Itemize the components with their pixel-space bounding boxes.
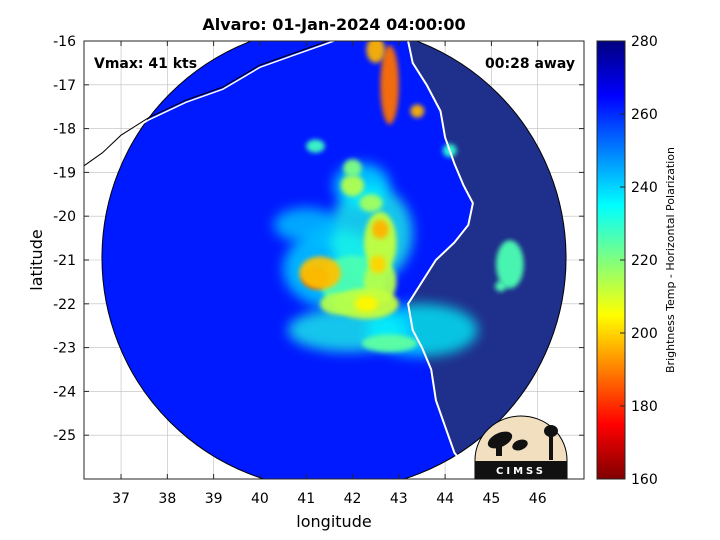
x-tick-label: 39 [205,491,223,507]
cimss-logo: CIMSS [474,415,568,480]
colorbar: 280 260 240 220 200 180 160 Brightness Temp - … [596,34,677,488]
x-tick-label: 40 [251,491,269,507]
logo-banner [475,461,567,479]
y-axis-label: latitude [27,229,46,290]
y-tick-label: -17 [53,78,76,94]
axis-ticks: 37 38 39 40 41 42 43 44 45 46 -16 -17 -18 -19 -20 -21 -2… [53,34,584,507]
y-tick-label: -20 [53,209,76,225]
rainband-blob [380,45,399,125]
coastline-north [84,41,335,169]
x-tick-label: 41 [297,491,315,507]
rainband-blob [359,194,383,212]
coastline-outline [84,41,330,167]
rainband-blob [410,104,425,118]
x-tick-label: 43 [390,491,408,507]
logo-dish-icon [487,431,513,449]
rainband-blob [496,240,524,289]
coastline [407,41,488,479]
colorbar-ticks: 280 260 240 220 200 180 160 [620,34,658,488]
y-tick-label: -21 [53,253,76,269]
swath-edge [101,41,567,479]
rainband-blob [320,292,358,315]
rainband-blob [340,174,365,197]
rainbands [273,41,524,357]
y-tick-label: -22 [53,297,76,313]
colorbar-tick-label: 240 [631,180,658,196]
x-axis-label: longitude [296,512,371,531]
colorbar-tick-label: 220 [631,253,658,269]
colorbar-tick-label: 160 [631,472,658,488]
y-tick-label: -19 [53,165,76,181]
rainband-blob [306,139,325,153]
x-tick-label: 38 [158,491,176,507]
logo-tower-tank-icon [544,425,558,437]
rainband-blob [364,211,397,274]
colorbar-tick-label: 280 [631,34,658,50]
colorbar-tick-label: 200 [631,326,658,342]
y-tick-label: -18 [53,122,76,138]
logo-text: CIMSS [496,466,546,477]
y-tick-label: -24 [53,384,76,400]
y-tick-label: -23 [53,341,76,357]
logo-tower-leg [549,436,553,460]
x-tick-label: 44 [436,491,454,507]
logo-dish-small-icon [512,439,528,451]
y-tick-label: -25 [53,428,76,444]
rainband-blob [369,255,387,274]
x-tick-label: 42 [344,491,362,507]
y-tick-label: -16 [53,34,76,50]
rainband-blob [299,256,341,290]
rainband-blob [361,334,418,353]
time-away-annotation: 00:28 away [485,56,575,72]
colorbar-tick-label: 260 [631,107,658,123]
rainband-blob [343,159,362,177]
rainband-blob [372,219,389,239]
colorbar-label: Brightness Temp - Horizontal Polarizatio… [664,147,677,373]
logo-dish-base [496,442,502,456]
x-tick-label: 37 [112,491,130,507]
colorbar-tick-label: 180 [631,399,658,415]
chart-title: Alvaro: 01-Jan-2024 04:00:00 [202,15,465,34]
vmax-annotation: Vmax: 41 kts [94,56,197,72]
x-tick-label: 45 [482,491,500,507]
rainband-blob [273,207,339,243]
rainband-blob [354,295,378,312]
rainband-blob [366,41,386,63]
x-tick-label: 46 [529,491,547,507]
rainband-blob [495,281,507,292]
